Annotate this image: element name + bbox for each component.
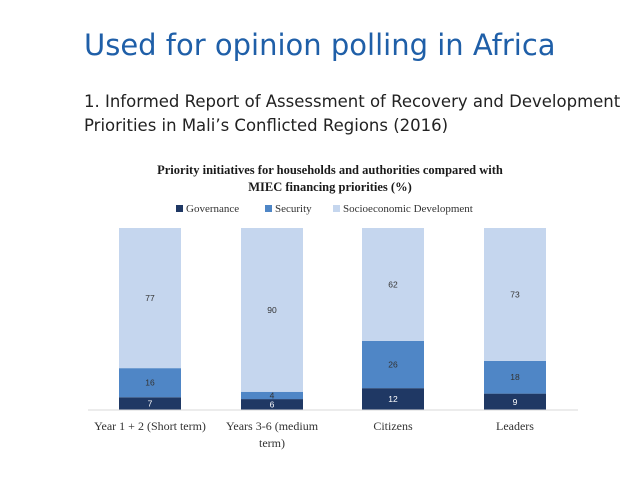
bar-segment-security — [119, 368, 181, 398]
legend-label-socioeconomic: Socioeconomic Development — [343, 203, 473, 215]
category-label: term) — [259, 436, 285, 450]
data-label-security: 26 — [388, 360, 398, 370]
legend-swatch-security — [265, 205, 272, 212]
chart-title-line-2: MIEC financing priorities (%) — [248, 180, 412, 194]
category-label: Leaders — [496, 419, 534, 433]
category-labels: Year 1 + 2 (Short term) Years 3-6 (medium… — [94, 419, 534, 450]
data-label-socioeconomic: 62 — [388, 279, 398, 289]
bar-segment-governance — [362, 388, 424, 410]
bar-segment-socioeconomic — [241, 228, 303, 392]
bar-segment-socioeconomic — [119, 228, 181, 369]
bar-segment-governance — [119, 397, 181, 410]
data-label-governance: 12 — [388, 394, 398, 404]
data-label-socioeconomic: 73 — [510, 289, 520, 299]
bar-segment-governance — [484, 393, 546, 410]
bar-segment-security — [484, 360, 546, 394]
data-label-security: 18 — [510, 372, 520, 382]
chart-legend: Governance Security Socioeconomic Developm… — [176, 203, 473, 215]
category-label: Years 3-6 (medium — [226, 419, 319, 433]
slide-title: Used for opinion polling in Africa — [84, 28, 556, 62]
category-label: Year 1 + 2 (Short term) — [94, 419, 206, 433]
legend-swatch-governance — [176, 205, 183, 212]
bar-segment-socioeconomic — [484, 228, 546, 361]
data-label-governance: 9 — [513, 397, 518, 407]
data-label-security: 4 — [270, 390, 275, 400]
data-label-governance: 6 — [270, 400, 275, 410]
bar-segment-governance — [241, 399, 303, 410]
bar-segment-security — [241, 391, 303, 400]
subtitle-line-2: Priorities in Mali’s Conflicted Regions … — [84, 116, 449, 135]
legend-label-security: Security — [275, 203, 312, 215]
chart-bars: 7 16 77 64 90 12 26 62 9 18 73 — [119, 228, 546, 410]
bar-segment-security — [362, 340, 424, 389]
chart-title-line-1: Priority initiatives for households and … — [157, 163, 503, 177]
data-label-socioeconomic: 77 — [145, 293, 155, 303]
category-label: Citizens — [373, 419, 413, 433]
legend-swatch-socioeconomic — [333, 205, 340, 212]
slide-subtitle: 1. Informed Report of Assessment of Reco… — [84, 90, 638, 138]
data-label-governance: 7 — [148, 399, 153, 409]
data-label-socioeconomic: 90 — [267, 305, 277, 315]
bar-segment-socioeconomic — [362, 228, 424, 341]
legend-label-governance: Governance — [186, 203, 239, 215]
data-label-security: 16 — [145, 378, 155, 388]
subtitle-line-1: 1. Informed Report of Assessment of Reco… — [84, 92, 621, 111]
